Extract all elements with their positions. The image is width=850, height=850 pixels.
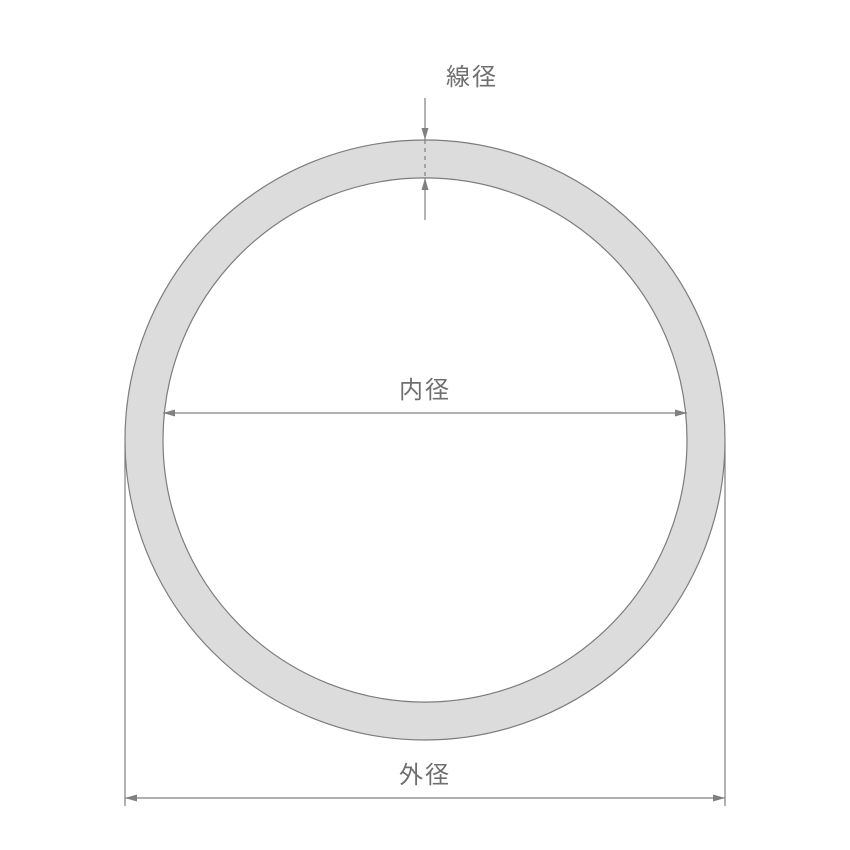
arrowhead (422, 178, 429, 190)
inner-diameter-label: 内径 (399, 370, 451, 405)
inner-diameter-dimension: 内径 (163, 370, 687, 417)
outer-diameter-label: 外径 (399, 755, 451, 790)
ring-shape (125, 140, 725, 740)
arrowhead (422, 128, 429, 140)
wire-diameter-label: 線径 (446, 57, 498, 92)
wire-diameter-dimension: 線径 (422, 57, 499, 220)
arrowhead (713, 795, 725, 802)
arrowhead (125, 795, 137, 802)
